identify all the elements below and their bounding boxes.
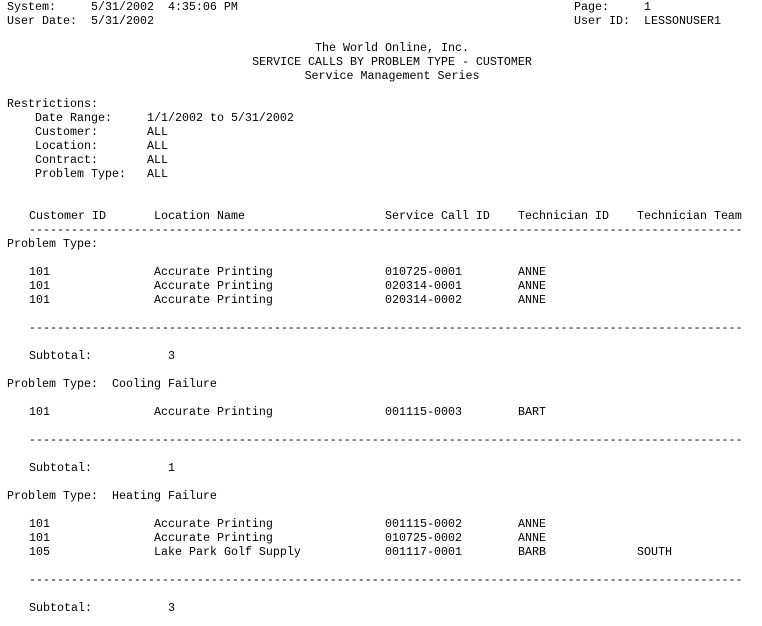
column-header-service-call-id: Service Call ID [385,209,490,223]
technician-id-cell: ANNE [518,265,546,279]
technician-team-cell: SOUTH [637,545,672,559]
user-id-value: LESSONUSER1 [644,14,721,28]
system-value: 5/31/2002 4:35:06 PM [91,0,238,14]
technician-id-cell: ANNE [518,293,546,307]
service-call-id-cell: 001117-0001 [385,545,462,559]
company-name: The World Online, Inc. [315,41,469,55]
page-number: 1 [644,0,651,14]
service-call-id-cell: 010725-0001 [385,265,462,279]
subtotal-label: Subtotal: [29,349,92,363]
problem-type-name: Heating Failure [112,489,217,503]
column-header-location-name: Location Name [154,209,245,223]
subtotal-value: 3 [168,601,175,615]
system-label: System: [7,0,56,14]
restriction-label: Contract: [35,153,98,167]
service-call-id-cell: 020314-0002 [385,293,462,307]
customer-id-cell: 101 [29,517,50,531]
service-call-id-cell: 020314-0001 [385,279,462,293]
group-separator: ----------------------------------------… [29,573,743,587]
group-separator: ----------------------------------------… [29,433,743,447]
restriction-value: ALL [147,125,168,139]
report-title: SERVICE CALLS BY PROBLEM TYPE - CUSTOMER [252,55,532,69]
user-date-label: User Date: [7,14,77,28]
group-separator: ----------------------------------------… [29,321,743,335]
restriction-value: ALL [147,139,168,153]
location-name-cell: Lake Park Golf Supply [154,545,301,559]
page-label: Page: [574,0,609,14]
restriction-value: ALL [147,153,168,167]
location-name-cell: Accurate Printing [154,405,273,419]
technician-id-cell: BARB [518,545,546,559]
problem-type-label: Problem Type: [7,377,98,391]
customer-id-cell: 105 [29,545,50,559]
subtotal-value: 3 [168,349,175,363]
technician-id-cell: ANNE [518,531,546,545]
location-name-cell: Accurate Printing [154,293,273,307]
column-header-customer-id: Customer ID [29,209,106,223]
technician-id-cell: ANNE [518,517,546,531]
location-name-cell: Accurate Printing [154,279,273,293]
problem-type-name: Cooling Failure [112,377,217,391]
location-name-cell: Accurate Printing [154,265,273,279]
user-date-value: 5/31/2002 [91,14,154,28]
header-separator: ----------------------------------------… [29,223,743,237]
technician-id-cell: BART [518,405,546,419]
service-call-id-cell: 001115-0003 [385,405,462,419]
location-name-cell: Accurate Printing [154,517,273,531]
customer-id-cell: 101 [29,279,50,293]
customer-id-cell: 101 [29,293,50,307]
column-header-technician-team: Technician Team [637,209,742,223]
customer-id-cell: 101 [29,531,50,545]
subtotal-label: Subtotal: [29,601,92,615]
problem-type-label: Problem Type: [7,489,98,503]
subtotal-label: Subtotal: [29,461,92,475]
restriction-value: 1/1/2002 to 5/31/2002 [147,111,294,125]
subtotal-value: 1 [168,461,175,475]
problem-type-label: Problem Type: [7,237,98,251]
customer-id-cell: 101 [29,265,50,279]
technician-id-cell: ANNE [518,279,546,293]
restrictions-label: Restrictions: [7,97,98,111]
service-call-id-cell: 001115-0002 [385,517,462,531]
restriction-value: ALL [147,167,168,181]
service-call-id-cell: 010725-0002 [385,531,462,545]
column-header-technician-id: Technician ID [518,209,609,223]
restriction-label: Date Range: [35,111,112,125]
restriction-label: Problem Type: [35,167,126,181]
report-series: Service Management Series [304,69,480,83]
user-id-label: User ID: [574,14,630,28]
restriction-label: Customer: [35,125,98,139]
customer-id-cell: 101 [29,405,50,419]
location-name-cell: Accurate Printing [154,531,273,545]
restriction-label: Location: [35,139,98,153]
